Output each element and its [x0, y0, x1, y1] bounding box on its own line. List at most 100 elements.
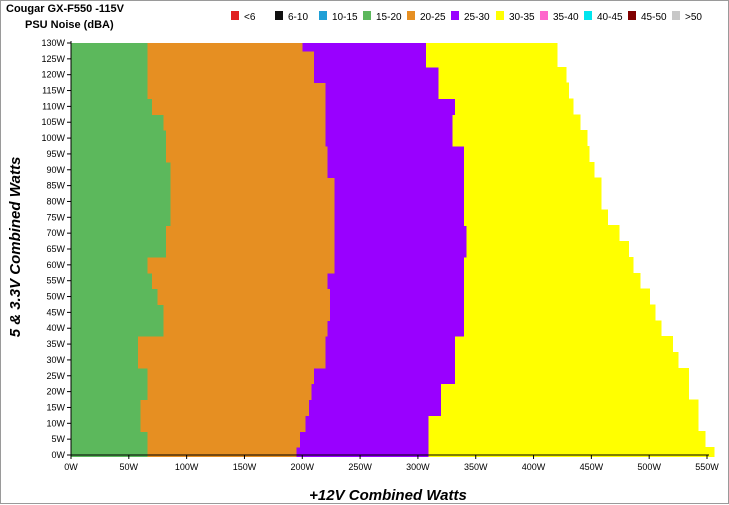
cell-30-35-row-70: [466, 225, 620, 242]
cell-20-25-row-30: [138, 352, 326, 369]
cell-20-25-row-55: [151, 272, 329, 290]
cell-15-20-row-120: [71, 66, 148, 84]
cell-15-20-row-75: [71, 209, 171, 226]
cell-15-20-row-25: [71, 367, 148, 385]
cell-20-25-row-125: [147, 50, 315, 68]
cell-25-30-row-110: [325, 98, 456, 115]
legend-swatch-3: [363, 11, 371, 20]
legend: <6 6-10 10-15 15-20 20-25 25-30 30-35 35-40 40-4…: [231, 11, 702, 23]
cell-20-25-row-130: [147, 43, 303, 52]
cell-15-20-row-5: [71, 431, 148, 448]
cell-25-30-row-30: [325, 352, 456, 369]
cell-25-30-row-25: [313, 367, 456, 385]
cell-30-35-row-90: [464, 161, 595, 179]
cell-30-35-row-125: [426, 50, 558, 68]
legend-label-7: 35-40: [553, 12, 579, 23]
y-tick-label-90: 90W: [46, 165, 65, 175]
legend-label-5: 25-30: [464, 12, 490, 23]
cell-20-25-row-20: [147, 383, 313, 401]
x-tick-label-250: 250W: [348, 462, 372, 472]
legend-label-2: 10-15: [332, 12, 358, 23]
cell-30-35-row-50: [464, 288, 650, 305]
cell-30-35-row-40: [464, 320, 662, 337]
y-tick-label-85: 85W: [46, 181, 65, 191]
legend-swatch-1: [275, 11, 283, 20]
legend-swatch-6: [496, 11, 504, 20]
cell-30-35-row-10: [428, 415, 699, 432]
cell-25-30-row-80: [334, 193, 465, 210]
cell-20-25-row-65: [165, 241, 336, 258]
cell-20-25-row-85: [170, 177, 336, 195]
cell-20-25-row-35: [138, 336, 326, 353]
legend-label-10: >50: [685, 12, 702, 23]
x-tick-label-500: 500W: [637, 462, 661, 472]
y-axis-title: 5 & 3.3V Combined Watts: [7, 157, 24, 338]
plot-area: [70, 41, 715, 457]
cell-25-30-row-85: [334, 177, 465, 195]
x-tick-label-100: 100W: [175, 462, 199, 472]
cell-25-30-row-45: [330, 304, 465, 321]
cell-25-30-row-5: [300, 431, 429, 448]
cell-15-20-row-30: [71, 352, 139, 369]
cell-25-30-row-75: [334, 209, 465, 226]
legend-label-9: 45-50: [641, 12, 667, 23]
cell-15-20-row-10: [71, 415, 141, 432]
cell-30-35-row-35: [454, 336, 673, 353]
cell-15-20-row-40: [71, 320, 165, 337]
cell-15-20-row-45: [71, 304, 165, 321]
x-tick-label-450: 450W: [580, 462, 604, 472]
legend-swatch-7: [540, 11, 548, 20]
cell-15-20-row-130: [71, 43, 148, 52]
cell-30-35-row-130: [426, 43, 558, 52]
cell-30-35-row-55: [464, 272, 641, 290]
y-tick-label-110: 110W: [42, 101, 65, 111]
cell-25-30-row-35: [325, 336, 456, 353]
cell-20-25-row-80: [170, 193, 336, 210]
y-tick-label-40: 40W: [46, 323, 65, 333]
cell-25-30-row-55: [327, 272, 465, 290]
cell-25-30-row-10: [305, 415, 429, 432]
cell-20-25-row-50: [157, 288, 331, 305]
cell-30-35-row-105: [452, 114, 581, 131]
legend-swatch-4: [407, 11, 415, 20]
cell-20-25-row-110: [151, 98, 326, 115]
y-tick-label-60: 60W: [46, 260, 65, 270]
cell-30-35-row-0: [428, 447, 715, 457]
chart-title: Cougar GX-F550 -115V: [6, 3, 125, 15]
cell-15-20-row-90: [71, 161, 171, 179]
y-tick-label-55: 55W: [46, 276, 65, 286]
chart-subtitle: PSU Noise (dBA): [25, 19, 114, 31]
cell-15-20-row-125: [71, 50, 148, 68]
y-tick-label-70: 70W: [46, 228, 65, 238]
legend-label-8: 40-45: [597, 12, 623, 23]
cell-25-30-row-90: [327, 161, 465, 179]
cell-30-35-row-30: [454, 352, 679, 369]
cell-30-35-row-60: [464, 256, 634, 274]
legend-swatch-10: [672, 11, 680, 20]
cell-20-25-row-15: [140, 399, 310, 416]
legend-label-6: 30-35: [509, 12, 535, 23]
y-tick-label-105: 105W: [41, 117, 65, 127]
cell-30-35-row-100: [452, 130, 588, 147]
cell-15-20-row-95: [71, 146, 167, 163]
cell-20-25-row-95: [165, 146, 329, 163]
cell-20-25-row-40: [163, 320, 329, 337]
cell-30-35-row-5: [428, 431, 706, 448]
cell-20-25-row-5: [147, 431, 301, 448]
cell-25-30-row-125: [313, 50, 427, 68]
legend-swatch-5: [451, 11, 459, 20]
cell-15-20-row-100: [71, 130, 167, 147]
x-tick-label-400: 400W: [522, 462, 546, 472]
y-tick-label-35: 35W: [46, 339, 65, 349]
legend-label-4: 20-25: [420, 12, 446, 23]
legend-swatch-2: [319, 11, 327, 20]
y-tick-label-125: 125W: [41, 54, 65, 64]
cell-20-25-row-70: [165, 225, 336, 242]
cell-15-20-row-105: [71, 114, 165, 131]
cell-30-35-row-95: [464, 146, 590, 163]
cell-30-35-row-45: [464, 304, 656, 321]
x-tick-label-200: 200W: [291, 462, 315, 472]
legend-label-1: 6-10: [288, 12, 308, 23]
cell-25-30-row-105: [325, 114, 454, 131]
